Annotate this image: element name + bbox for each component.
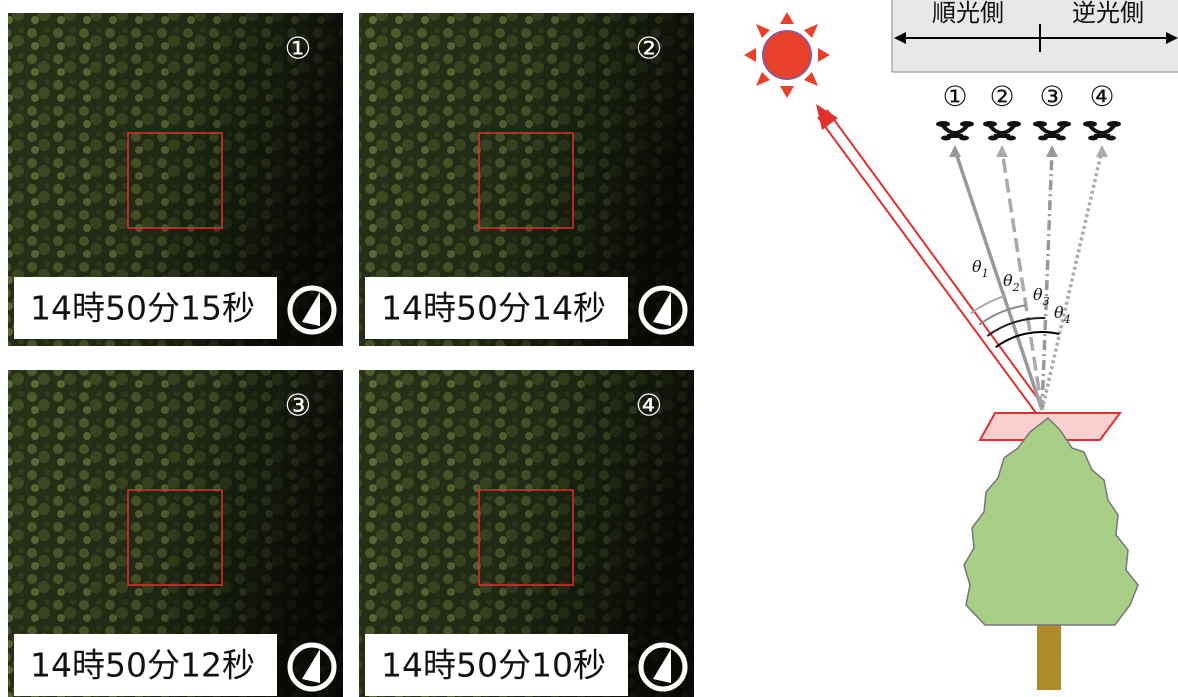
time-label: 14時50分14秒 <box>381 289 606 328</box>
tree-crown <box>964 418 1138 625</box>
view-line <box>955 150 1042 410</box>
drone-rotor <box>1006 136 1016 141</box>
angle-symbol: θ <box>1033 285 1043 304</box>
drone-rotor <box>1106 136 1116 141</box>
drone-body <box>943 126 967 136</box>
view-head <box>1046 145 1058 157</box>
panel-number: ③ <box>285 389 312 424</box>
drone <box>983 121 1021 141</box>
figure: ① 14時50分15秒 ② 14時50分14秒 ③ 14時50分12秒 ④ 14時50分10秒… <box>0 0 1178 697</box>
legend-back: 逆光側 <box>1072 0 1144 27</box>
legend-front: 順光側 <box>932 0 1004 27</box>
angle-symbol: θ <box>1054 303 1064 322</box>
angle-label: θ4 <box>1054 303 1071 326</box>
time-label: 14時50分15秒 <box>30 289 255 328</box>
panel-number: ② <box>636 32 663 67</box>
drone-rotor <box>1088 136 1098 141</box>
angle-subscript: 2 <box>1012 281 1020 294</box>
angle-arc <box>979 305 1026 325</box>
view-head <box>1096 145 1108 157</box>
tree-trunk <box>1037 625 1061 690</box>
angle-arc <box>996 332 1060 347</box>
angle-label: θ1 <box>972 257 989 280</box>
time-label: 14時50分10秒 <box>381 646 606 685</box>
drone <box>1083 121 1121 141</box>
drone-body <box>1090 126 1114 136</box>
drone-number: ② <box>989 80 1014 113</box>
angle-label: θ2 <box>1003 271 1020 294</box>
drone-rotor <box>988 136 998 141</box>
time-label: 14時50分12秒 <box>30 646 255 685</box>
drone <box>936 121 974 141</box>
panel-number: ④ <box>636 389 663 424</box>
drone-number: ④ <box>1089 80 1114 113</box>
drone-rotor <box>1056 136 1066 141</box>
sun-ray <box>827 110 1044 407</box>
drone-rotor <box>941 136 951 141</box>
view-head <box>949 145 961 157</box>
angle-subscript: 1 <box>982 267 989 280</box>
drone-number: ③ <box>1039 80 1064 113</box>
drone-body <box>990 126 1014 136</box>
drone-number: ① <box>942 80 967 113</box>
drone-rotor <box>1038 136 1048 141</box>
photo-panels: ① 14時50分15秒 ② 14時50分14秒 ③ 14時50分12秒 ④ 14時50分10秒 <box>8 13 694 697</box>
angle-subscript: 3 <box>1043 295 1050 308</box>
angle-symbol: θ <box>972 257 982 276</box>
view-line <box>1042 150 1052 410</box>
angle-arc <box>971 296 1005 313</box>
panel-number: ① <box>285 32 312 67</box>
sun <box>744 12 830 98</box>
drone-rotor <box>959 136 969 141</box>
angle-subscript: 4 <box>1063 313 1071 326</box>
view-head <box>996 145 1008 157</box>
angle-symbol: θ <box>1003 271 1013 290</box>
sun-ray-head <box>816 104 838 130</box>
drone <box>1033 121 1071 141</box>
drone-body <box>1040 126 1064 136</box>
